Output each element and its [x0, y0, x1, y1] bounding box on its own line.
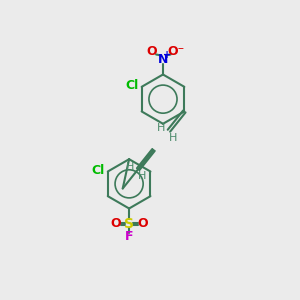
- Text: H: H: [169, 133, 177, 142]
- Text: O: O: [137, 218, 148, 230]
- Text: O: O: [146, 45, 157, 58]
- Text: O⁻: O⁻: [167, 45, 185, 58]
- Text: H: H: [138, 171, 146, 181]
- Text: Cl: Cl: [126, 79, 139, 92]
- Text: H: H: [126, 162, 135, 172]
- Text: Cl: Cl: [91, 164, 104, 177]
- Text: +: +: [163, 50, 171, 60]
- Text: O: O: [111, 218, 121, 230]
- Text: F: F: [125, 230, 134, 244]
- Text: N: N: [158, 52, 168, 66]
- Text: H: H: [157, 123, 165, 134]
- Text: S: S: [124, 217, 134, 231]
